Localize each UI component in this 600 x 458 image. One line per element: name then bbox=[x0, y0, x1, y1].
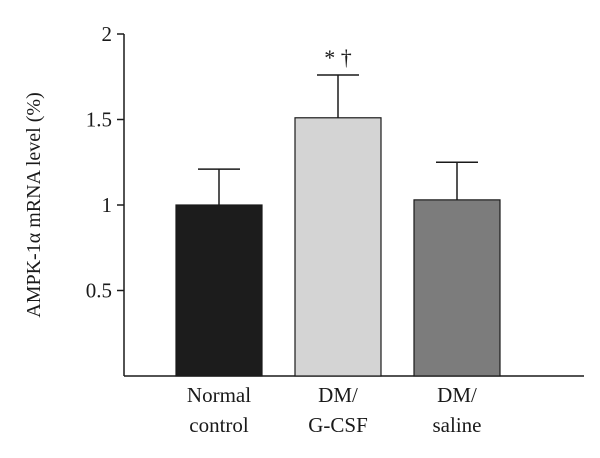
x-tick-label: saline bbox=[433, 413, 482, 437]
x-tick-label: Normal bbox=[187, 383, 251, 407]
x-tick-label: G-CSF bbox=[308, 413, 368, 437]
bar bbox=[294, 117, 382, 377]
error-bars bbox=[198, 74, 478, 205]
y-ticks: 0.5 1 1.5 2 bbox=[86, 22, 124, 303]
y-axis: 0.5 1 1.5 2 bbox=[86, 22, 125, 376]
bars bbox=[175, 117, 501, 377]
y-tick-label: 1.5 bbox=[86, 108, 112, 132]
x-tick-labels: Normal control DM/G-CSF DM/saline bbox=[187, 383, 482, 437]
y-axis-title: AMPK-1α mRNA level (%) bbox=[23, 92, 45, 317]
bar bbox=[413, 199, 501, 377]
x-tick-label: DM/ bbox=[318, 383, 358, 407]
significance-annotation: * † bbox=[324, 45, 352, 70]
y-tick-label: 2 bbox=[102, 22, 113, 46]
x-tick-label: control bbox=[189, 413, 249, 437]
x-tick-label: DM/ bbox=[437, 383, 477, 407]
y-tick-label: 0.5 bbox=[86, 279, 112, 303]
y-tick-label: 1 bbox=[102, 193, 113, 217]
annotations: * † bbox=[324, 45, 352, 70]
bar bbox=[175, 204, 263, 377]
